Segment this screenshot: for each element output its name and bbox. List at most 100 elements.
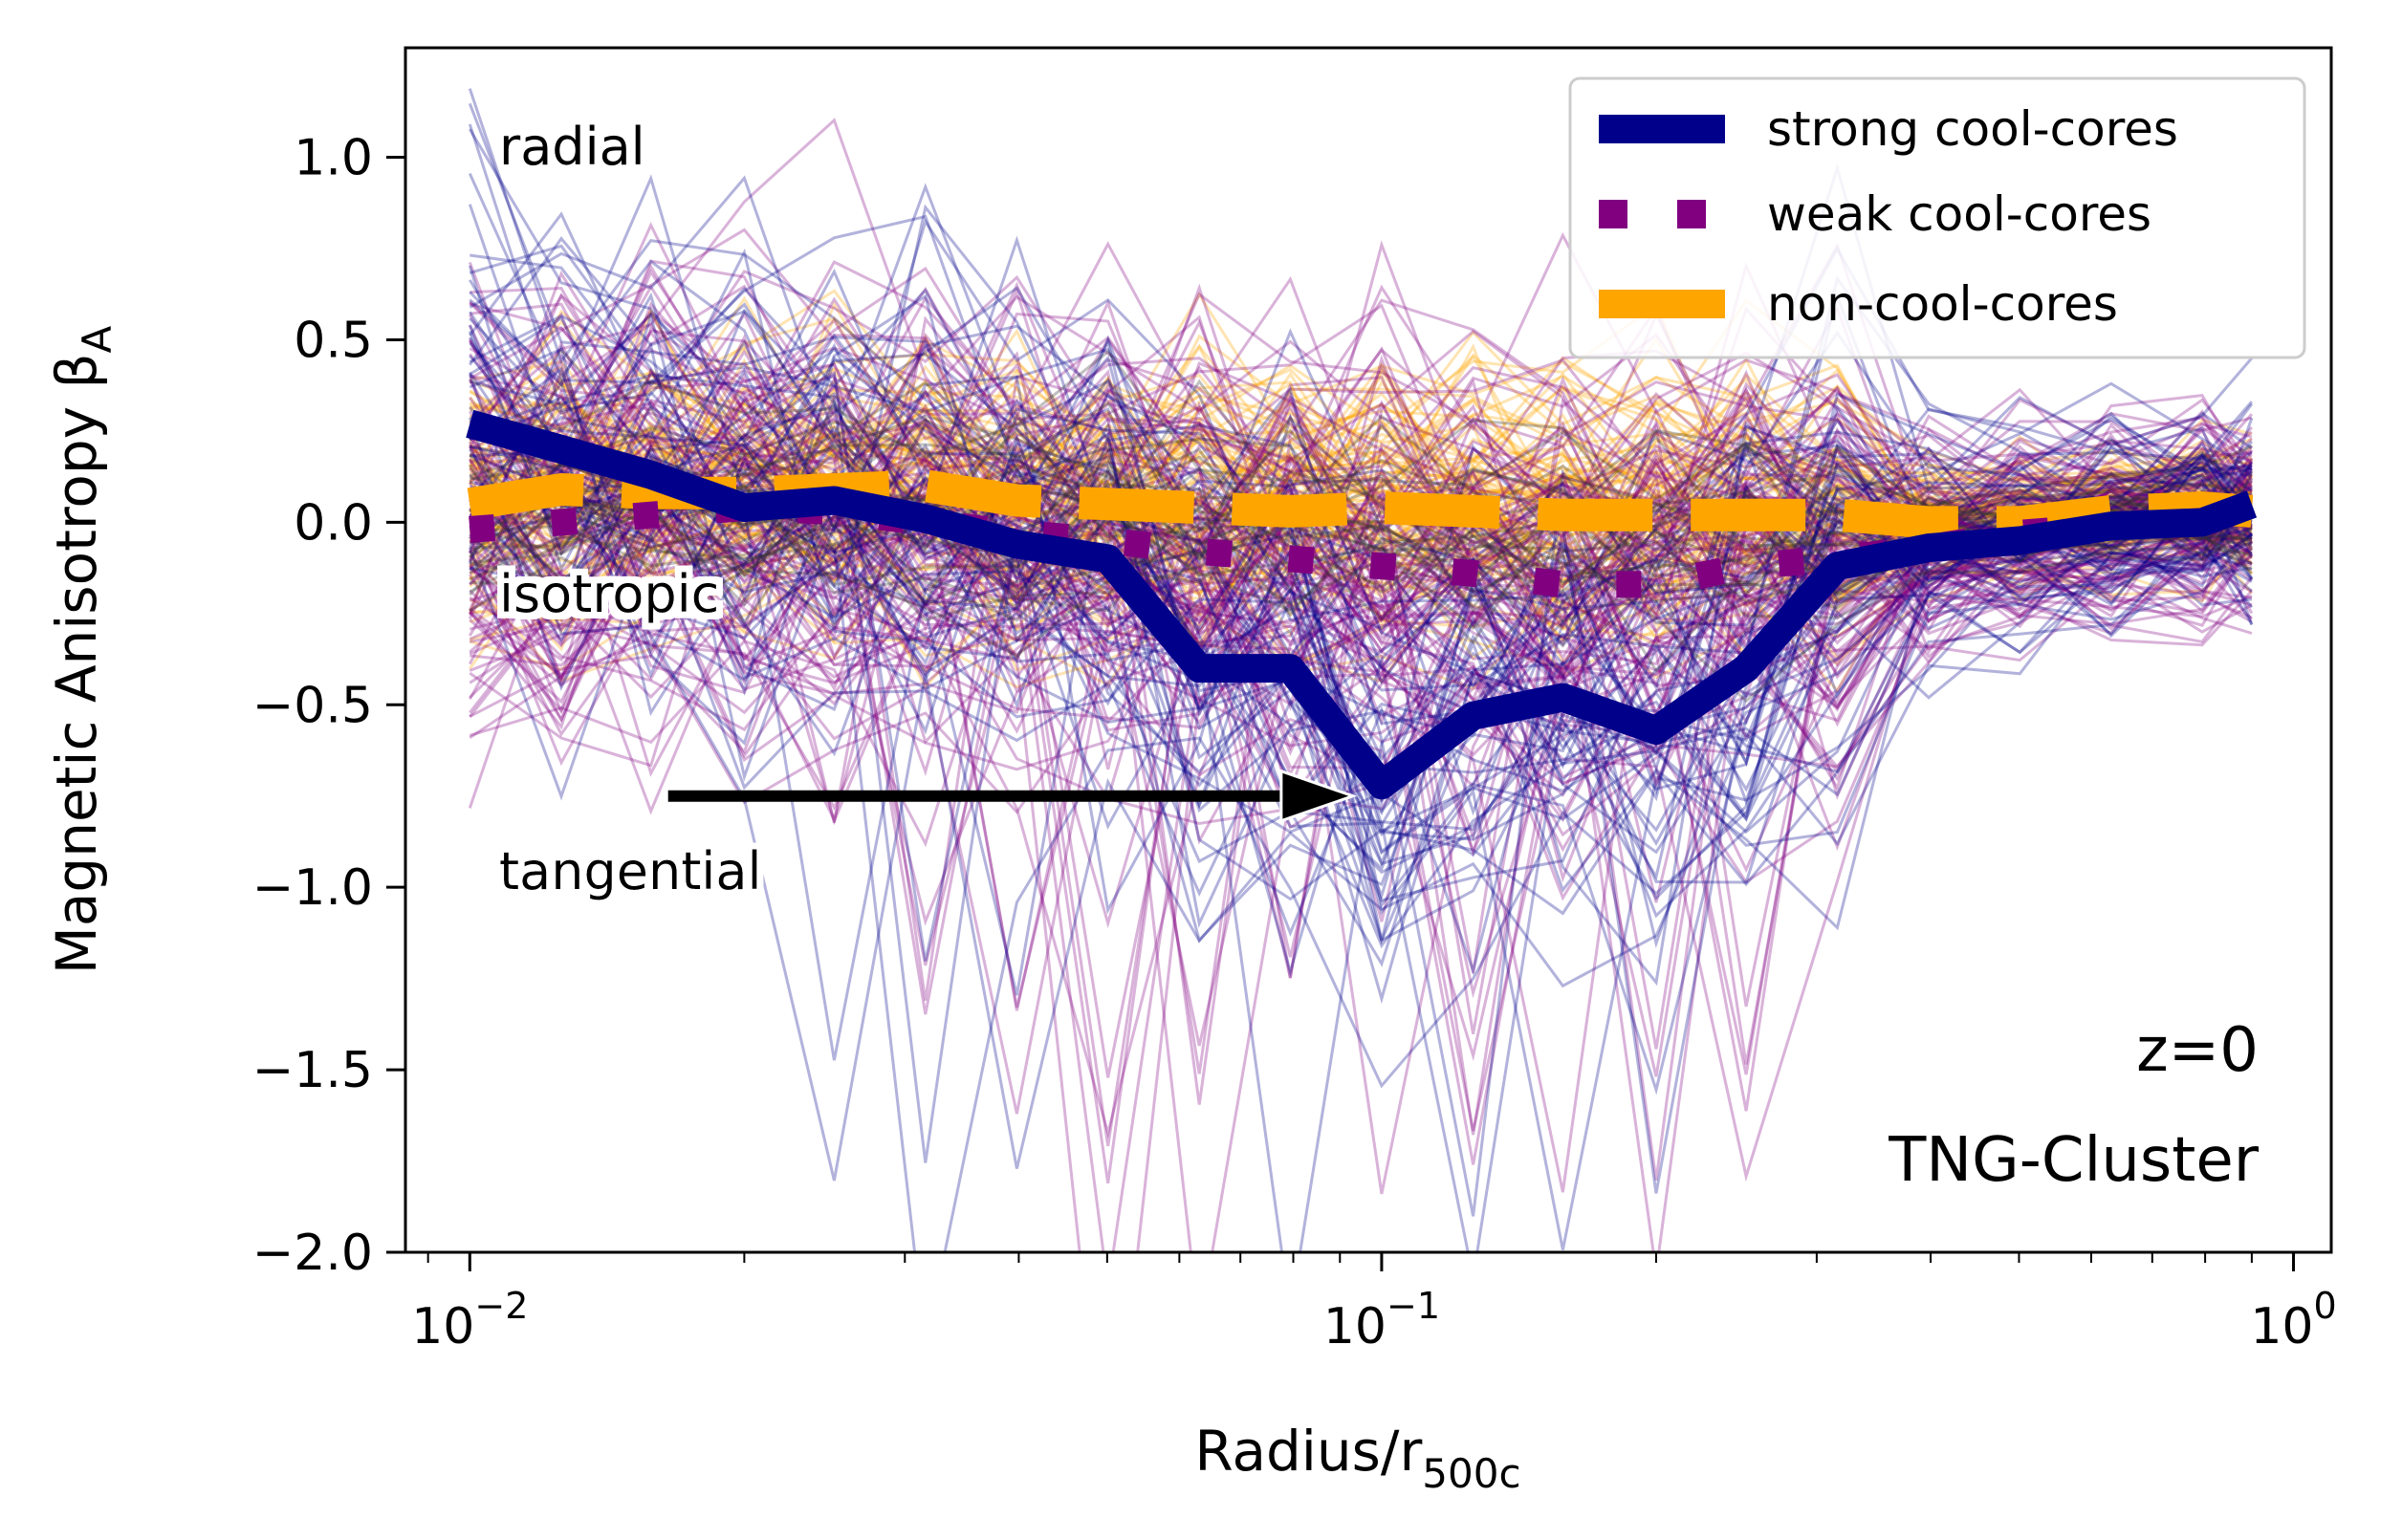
- cluster-profile-line: [469, 508, 2253, 668]
- cluster-profile-line: [469, 379, 2253, 531]
- legend-label-weak: weak cool-cores: [1767, 186, 2151, 242]
- cluster-profile-line: [469, 410, 2253, 581]
- cluster-profile-line: [469, 429, 2253, 593]
- cluster-profile-line: [469, 448, 2253, 1165]
- cluster-profile-line: [469, 456, 2254, 594]
- cluster-profile-line: [469, 286, 2254, 528]
- cluster-profile-line: [468, 324, 2253, 560]
- cluster-profile-line: [468, 531, 2253, 902]
- cluster-profile-line: [468, 414, 2254, 665]
- cluster-profile-line: [469, 235, 2254, 987]
- cluster-profile-line: [469, 414, 2253, 592]
- cluster-profile-line: [469, 466, 2253, 597]
- cluster-profile-line: [469, 444, 2253, 944]
- cluster-profile-line: [469, 260, 2254, 979]
- series-line-dotted: [469, 494, 2254, 598]
- cluster-profile-line: [469, 336, 2253, 513]
- cluster-profile-line: [469, 357, 2253, 541]
- cluster-profile-line: [469, 373, 2253, 1163]
- cluster-profile-line: [469, 345, 2253, 724]
- cluster-profile-line: [468, 369, 2253, 614]
- cluster-profile-line: [469, 369, 2253, 845]
- cluster-profile-line: [469, 425, 2253, 665]
- cluster-profile-line: [469, 305, 2254, 530]
- cluster-profile-line: [469, 387, 2254, 586]
- cluster-profile-line: [469, 298, 2253, 535]
- series-line-solid: [466, 409, 2258, 800]
- cluster-profile-line: [469, 512, 2254, 786]
- cluster-profile-line: [468, 298, 2254, 622]
- cluster-profile-line: [469, 447, 2253, 788]
- cluster-profile-line: [469, 445, 2253, 1250]
- cluster-profile-line: [469, 375, 2253, 596]
- cluster-profile-line: [469, 204, 2253, 632]
- y-axis-title: Magnetic Anisotropy βA: [44, 326, 120, 975]
- mean-profiles: [466, 409, 2258, 800]
- cluster-profile-line: [469, 525, 2254, 683]
- cluster-profile-line: [469, 487, 2253, 740]
- cluster-profile-line: [469, 367, 2253, 555]
- arrow: [667, 769, 1358, 823]
- cluster-profile-line: [469, 394, 2252, 641]
- cluster-profile-line: [468, 358, 2254, 632]
- cluster-profile-line: [468, 342, 2253, 1252]
- cluster-profile-line: [469, 346, 2253, 580]
- cluster-profile-line: [469, 301, 2253, 631]
- cluster-profile-line: [469, 426, 2253, 1047]
- cluster-profile-line: [469, 295, 2253, 572]
- y-tick-label: −1.5: [252, 1042, 373, 1099]
- cluster-profile-line: [469, 383, 2253, 710]
- cluster-profile-line: [469, 270, 2253, 511]
- y-tick-label: −1.0: [252, 859, 373, 917]
- cluster-profile-line: [469, 317, 2253, 800]
- cluster-profile-line: [469, 358, 2253, 561]
- plot-frame: [404, 46, 2333, 1254]
- cluster-profile-line: [469, 367, 2253, 578]
- cluster-profile-line: [468, 337, 2254, 797]
- cluster-profile-line: [469, 466, 2253, 743]
- cluster-profile-line: [469, 312, 2253, 640]
- cluster-profile-line: [469, 284, 2253, 1112]
- cluster-profile-line: [469, 361, 2253, 575]
- cluster-profile-line: [468, 286, 2253, 770]
- cluster-profile-line: [469, 464, 2253, 578]
- cluster-profile-line: [469, 399, 2253, 608]
- x-axis-ticks: 10−2 10−1 100: [411, 1252, 2337, 1356]
- cluster-profile-line: [469, 449, 2254, 1182]
- cluster-profile-line: [469, 404, 2252, 672]
- cluster-profile-line: [469, 317, 2253, 1217]
- annotation-tangential: tangential: [499, 841, 761, 901]
- cluster-profile-line: [469, 451, 2253, 941]
- y-tick-label: −0.5: [252, 677, 373, 734]
- cluster-profile-line: [469, 400, 2253, 677]
- cluster-profile-line: [469, 284, 2253, 594]
- cluster-profile-line: [469, 439, 2253, 864]
- cluster-profile-line: [469, 263, 2253, 722]
- cluster-profile-line: [469, 368, 2254, 1252]
- y-tick-label: 1.0: [294, 130, 373, 187]
- legend-label-strong: strong cool-cores: [1767, 101, 2178, 157]
- cluster-profile-line: [469, 448, 2253, 713]
- y-tick-label: 0.5: [294, 312, 373, 369]
- cluster-profile-line: [469, 418, 2254, 735]
- cluster-profile-line: [469, 550, 2254, 1252]
- cluster-profile-line: [469, 316, 2253, 536]
- annotation-isotropic: isotropic: [499, 564, 719, 624]
- annotation-simulation: TNG-Cluster: [1888, 1125, 2260, 1196]
- cluster-profile-line: [469, 510, 2253, 1252]
- cluster-profile-line: [469, 174, 2254, 808]
- cluster-profile-line: [469, 343, 2252, 575]
- cluster-profile-line: [468, 394, 2253, 929]
- cluster-profile-line: [468, 486, 2252, 1193]
- cluster-profile-line: [468, 241, 2254, 523]
- cluster-profile-line: [469, 533, 2254, 1139]
- cluster-profile-line: [469, 302, 2254, 621]
- cluster-profile-line: [468, 417, 2253, 841]
- cluster-profile-line: [469, 458, 2254, 856]
- cluster-profile-line: [469, 367, 2253, 510]
- cluster-profile-line: [469, 222, 2253, 979]
- cluster-profile-line: [469, 346, 2253, 610]
- x-axis-title: Radius/r500c: [1194, 1419, 1520, 1497]
- cluster-profile-line: [469, 279, 2253, 915]
- cluster-profile-line: [469, 432, 2253, 604]
